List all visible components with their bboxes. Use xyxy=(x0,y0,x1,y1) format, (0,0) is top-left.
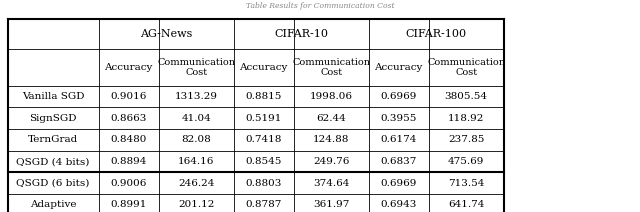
Text: 0.3955: 0.3955 xyxy=(381,114,417,123)
Text: Accuracy: Accuracy xyxy=(239,63,288,72)
Text: 0.9006: 0.9006 xyxy=(111,179,147,188)
Text: 0.8803: 0.8803 xyxy=(246,179,282,188)
Text: 237.85: 237.85 xyxy=(448,135,484,144)
Text: TernGrad: TernGrad xyxy=(28,135,78,144)
Text: 374.64: 374.64 xyxy=(313,179,349,188)
Text: 164.16: 164.16 xyxy=(178,157,214,166)
Text: 1313.29: 1313.29 xyxy=(175,92,218,101)
Text: 0.7418: 0.7418 xyxy=(246,135,282,144)
Text: Accuracy: Accuracy xyxy=(104,63,153,72)
Text: 713.54: 713.54 xyxy=(448,179,484,188)
Text: 0.6943: 0.6943 xyxy=(381,200,417,209)
Text: 0.8894: 0.8894 xyxy=(111,157,147,166)
Text: Vanilla SGD: Vanilla SGD xyxy=(22,92,84,101)
Text: 62.44: 62.44 xyxy=(316,114,346,123)
Text: 0.6969: 0.6969 xyxy=(381,92,417,101)
Text: 0.6174: 0.6174 xyxy=(381,135,417,144)
Text: 201.12: 201.12 xyxy=(178,200,214,209)
Text: CIFAR-100: CIFAR-100 xyxy=(406,29,467,39)
Text: 0.6837: 0.6837 xyxy=(381,157,417,166)
Text: 1998.06: 1998.06 xyxy=(310,92,353,101)
Text: 0.8480: 0.8480 xyxy=(111,135,147,144)
Text: 118.92: 118.92 xyxy=(448,114,484,123)
Text: 475.69: 475.69 xyxy=(448,157,484,166)
Text: 0.6969: 0.6969 xyxy=(381,179,417,188)
Text: Communication
Cost: Communication Cost xyxy=(428,58,505,77)
Text: 0.8815: 0.8815 xyxy=(246,92,282,101)
Text: SignSGD: SignSGD xyxy=(29,114,77,123)
Text: 82.08: 82.08 xyxy=(181,135,211,144)
Text: 0.8545: 0.8545 xyxy=(246,157,282,166)
Text: 246.24: 246.24 xyxy=(178,179,214,188)
Text: 0.8663: 0.8663 xyxy=(111,114,147,123)
Text: 249.76: 249.76 xyxy=(313,157,349,166)
Text: 3805.54: 3805.54 xyxy=(445,92,488,101)
Text: AG-News: AG-News xyxy=(140,29,192,39)
Text: 0.5191: 0.5191 xyxy=(246,114,282,123)
Text: 361.97: 361.97 xyxy=(313,200,349,209)
Text: QSGD (4 bits): QSGD (4 bits) xyxy=(17,157,90,166)
Text: QSGD (6 bits): QSGD (6 bits) xyxy=(17,179,90,188)
Text: Adaptive: Adaptive xyxy=(30,200,76,209)
Text: 0.9016: 0.9016 xyxy=(111,92,147,101)
Text: 41.04: 41.04 xyxy=(181,114,211,123)
Text: CIFAR-10: CIFAR-10 xyxy=(274,29,328,39)
Text: Communication
Cost: Communication Cost xyxy=(292,58,370,77)
Text: Table Results for Communication Cost: Table Results for Communication Cost xyxy=(246,2,394,10)
Text: Accuracy: Accuracy xyxy=(374,63,423,72)
Text: 0.8787: 0.8787 xyxy=(246,200,282,209)
Text: 641.74: 641.74 xyxy=(448,200,484,209)
Text: 124.88: 124.88 xyxy=(313,135,349,144)
Text: Communication
Cost: Communication Cost xyxy=(157,58,235,77)
Text: 0.8991: 0.8991 xyxy=(111,200,147,209)
